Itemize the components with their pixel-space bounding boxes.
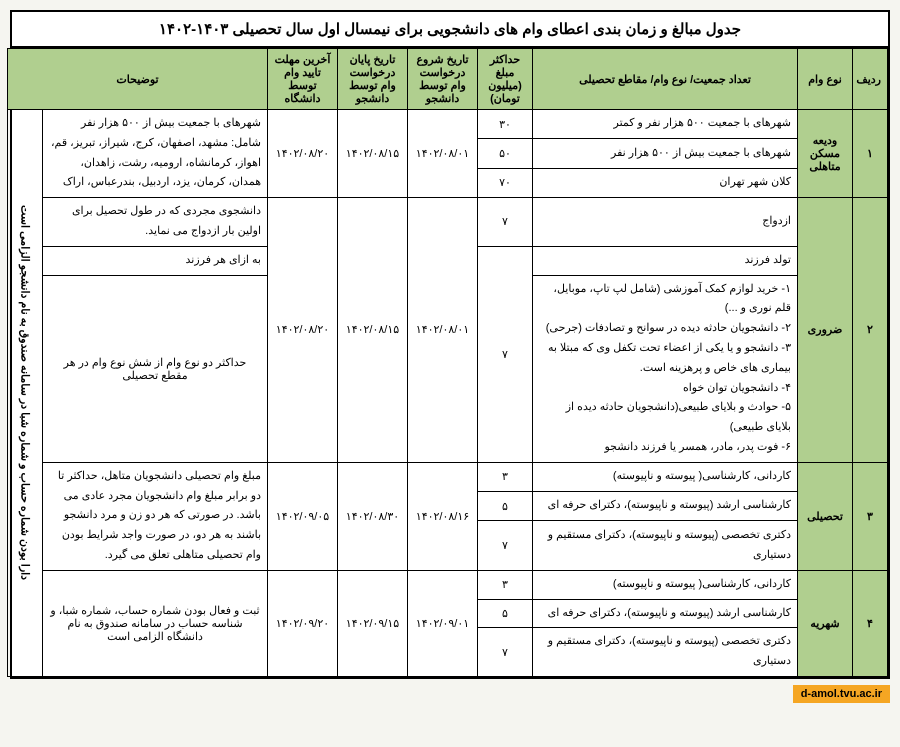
- loan-type: شهریه: [798, 570, 853, 676]
- end-date: ۱۴۰۲/۰۸/۳۰: [338, 462, 408, 570]
- due-date: ۱۴۰۲/۰۹/۰۵: [268, 462, 338, 570]
- amount-cell: ۵۰: [478, 139, 533, 168]
- amount-cell: ۷۰: [478, 168, 533, 197]
- table-header: ردیف نوع وام تعداد جمعیت/ نوع وام/ مقاطع…: [8, 49, 888, 110]
- note-cell: به ازای هر فرزند: [43, 246, 268, 275]
- note-cell: مبلغ وام تحصیلی دانشجویان متاهل، حداکثر …: [43, 462, 268, 570]
- detail-cell: کلان شهر تهران: [533, 168, 798, 197]
- amount-cell: ۵: [478, 599, 533, 628]
- note-cell: ثبت و فعال بودن شماره حساب، شماره شبا، و…: [43, 570, 268, 676]
- table-row: ۴ شهریه کاردانی، کارشناسی( پیوسته و ناپی…: [8, 570, 888, 599]
- table-title: جدول مبالغ و زمان بندی اعطای وام های دان…: [12, 12, 888, 48]
- amount-cell: ۵: [478, 492, 533, 521]
- footer-url: d-amol.tvu.ac.ir: [793, 685, 890, 703]
- col-due: آخرین مهلت تایید وام توسط دانشگاه: [268, 49, 338, 110]
- amount-cell: ۷: [478, 521, 533, 570]
- end-date: ۱۴۰۲/۰۸/۱۵: [338, 198, 408, 463]
- loan-type: ودیعه مسکن متاهلی: [798, 110, 853, 198]
- detail-cell: تولد فرزند: [533, 246, 798, 275]
- end-date: ۱۴۰۲/۰۸/۱۵: [338, 110, 408, 198]
- note-cell: شهرهای با جمعیت بیش از ۵۰۰ هزار نفر شامل…: [43, 110, 268, 198]
- amount-cell: ۷: [478, 628, 533, 677]
- col-notes: توضیحات: [8, 49, 268, 110]
- due-date: ۱۴۰۲/۰۸/۲۰: [268, 110, 338, 198]
- row-no: ۳: [853, 462, 888, 570]
- col-type: نوع وام: [798, 49, 853, 110]
- amount-cell: ۳: [478, 570, 533, 599]
- col-max: حداکثر مبلغ (میلیون تومان): [478, 49, 533, 110]
- detail-cell: دکتری تخصصی (پیوسته و ناپیوسته)، دکترای …: [533, 521, 798, 570]
- start-date: ۱۴۰۲/۰۸/۰۱: [408, 198, 478, 463]
- detail-cell: شهرهای با جمعیت ۵۰۰ هزار نفر و کمتر: [533, 110, 798, 139]
- due-date: ۱۴۰۲/۰۹/۲۰: [268, 570, 338, 676]
- side-note: دارا بودن شماره حساب و شماره شبا در ساما…: [8, 110, 43, 677]
- detail-cell: کارشناسی ارشد (پیوسته و ناپیوسته)، دکترا…: [533, 492, 798, 521]
- loan-type: ضروری: [798, 198, 853, 463]
- detail-cell: دکتری تخصصی (پیوسته و ناپیوسته)، دکترای …: [533, 628, 798, 677]
- detail-cell: کارشناسی ارشد (پیوسته و ناپیوسته)، دکترا…: [533, 599, 798, 628]
- start-date: ۱۴۰۲/۰۹/۰۱: [408, 570, 478, 676]
- col-end: تاریخ پایان درخواست وام توسط دانشجو: [338, 49, 408, 110]
- table-row: ۲ ضروری ازدواج ۷ ۱۴۰۲/۰۸/۰۱ ۱۴۰۲/۰۸/۱۵ ۱…: [8, 198, 888, 247]
- due-date: ۱۴۰۲/۰۸/۲۰: [268, 198, 338, 463]
- start-date: ۱۴۰۲/۰۸/۰۱: [408, 110, 478, 198]
- col-detail: تعداد جمعیت/ نوع وام/ مقاطع تحصیلی: [533, 49, 798, 110]
- detail-cell: شهرهای با جمعیت بیش از ۵۰۰ هزار نفر: [533, 139, 798, 168]
- amount-cell: ۷: [478, 198, 533, 247]
- loan-table-container: جدول مبالغ و زمان بندی اعطای وام های دان…: [10, 10, 890, 679]
- loan-table: ردیف نوع وام تعداد جمعیت/ نوع وام/ مقاطع…: [7, 48, 888, 677]
- col-no: ردیف: [853, 49, 888, 110]
- note-cell: دانشجوی مجردی که در طول تحصیل برای اولین…: [43, 198, 268, 247]
- row-no: ۱: [853, 110, 888, 198]
- detail-cell: کاردانی، کارشناسی( پیوسته و ناپیوسته): [533, 462, 798, 491]
- start-date: ۱۴۰۲/۰۸/۱۶: [408, 462, 478, 570]
- note-cell: حداکثر دو نوع وام از شش نوع وام در هر مق…: [43, 275, 268, 462]
- row-no: ۲: [853, 198, 888, 463]
- loan-type: تحصیلی: [798, 462, 853, 570]
- end-date: ۱۴۰۲/۰۹/۱۵: [338, 570, 408, 676]
- detail-cell: کاردانی، کارشناسی( پیوسته و ناپیوسته): [533, 570, 798, 599]
- row-no: ۴: [853, 570, 888, 676]
- detail-cell: ازدواج: [533, 198, 798, 247]
- detail-cell: ۱- خرید لوازم کمک آموزشی (شامل لپ تاپ، م…: [533, 275, 798, 462]
- amount-cell: ۳۰: [478, 110, 533, 139]
- amount-cell: ۷: [478, 246, 533, 462]
- table-row: ۱ ودیعه مسکن متاهلی شهرهای با جمعیت ۵۰۰ …: [8, 110, 888, 139]
- col-start: تاریخ شروع درخواست وام توسط دانشجو: [408, 49, 478, 110]
- amount-cell: ۳: [478, 462, 533, 491]
- table-row: ۳ تحصیلی کاردانی، کارشناسی( پیوسته و ناپ…: [8, 462, 888, 491]
